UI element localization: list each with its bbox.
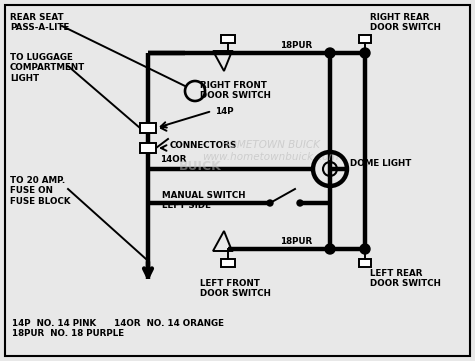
Text: TO LUGGAGE
COMPARTMENT
LIGHT: TO LUGGAGE COMPARTMENT LIGHT (10, 53, 85, 83)
Text: 14P: 14P (215, 106, 234, 116)
Text: RIGHT FRONT
DOOR SWITCH: RIGHT FRONT DOOR SWITCH (200, 81, 271, 100)
Text: CONNECTORS: CONNECTORS (170, 141, 238, 150)
Bar (140, 143, 156, 153)
Text: 14P  NO. 14 PINK      14OR  NO. 14 ORANGE
18PUR  NO. 18 PURPLE: 14P NO. 14 PINK 14OR NO. 14 ORANGE 18PUR… (12, 319, 224, 338)
Text: 14OR: 14OR (160, 155, 187, 164)
Circle shape (360, 48, 370, 58)
Circle shape (325, 244, 335, 254)
Circle shape (360, 244, 370, 254)
Circle shape (267, 200, 273, 206)
Circle shape (325, 48, 335, 58)
Text: RIGHT REAR
DOOR SWITCH: RIGHT REAR DOOR SWITCH (370, 13, 441, 32)
Bar (359, 259, 371, 267)
Bar (221, 35, 235, 43)
Bar (140, 123, 156, 133)
Text: TO 20 AMP.
FUSE ON
FUSE BLOCK: TO 20 AMP. FUSE ON FUSE BLOCK (10, 176, 70, 206)
Text: LEFT REAR
DOOR SWITCH: LEFT REAR DOOR SWITCH (370, 269, 441, 288)
Bar (221, 259, 235, 267)
Text: REAR SEAT
PASS-A-LITE: REAR SEAT PASS-A-LITE (10, 13, 69, 32)
Bar (359, 35, 371, 43)
Circle shape (297, 200, 303, 206)
Text: MANUAL SWITCH
LEFT SIDE: MANUAL SWITCH LEFT SIDE (162, 191, 246, 210)
Text: LEFT FRONT
DOOR SWITCH: LEFT FRONT DOOR SWITCH (200, 279, 271, 299)
Text: DOME LIGHT: DOME LIGHT (350, 160, 411, 169)
Text: 18PUR: 18PUR (280, 41, 312, 50)
Text: BUICK: BUICK (179, 160, 221, 173)
Text: 18PUR: 18PUR (280, 237, 312, 246)
Text: HOMETOWN BUICK
www.hometownbuick.com: HOMETOWN BUICK www.hometownbuick.com (202, 140, 338, 162)
